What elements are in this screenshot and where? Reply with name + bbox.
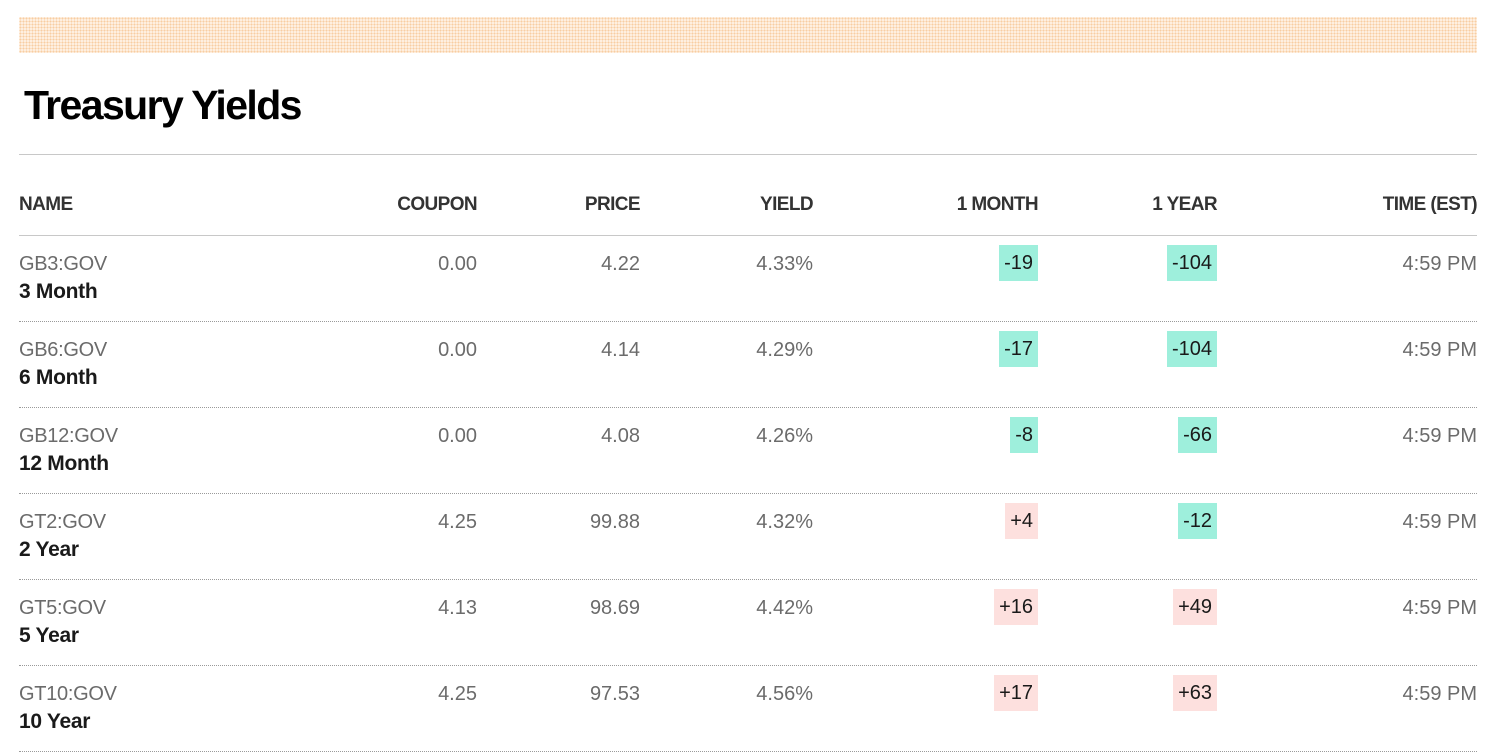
ticker-link[interactable]: GT2:GOV [19,511,106,533]
column-header-1-month[interactable]: 1 MONTH [956,194,1039,215]
page-title: Treasury Yields [24,82,302,128]
one-year-change-badge: -104 [1166,331,1217,367]
one-year-change-badge: +49 [1173,589,1217,625]
one-month-change-cell: +17 [994,675,1038,711]
yield-value: 4.26% [756,425,813,447]
one-year-change-badge: -66 [1178,417,1217,453]
decorative-dot-banner [19,17,1477,53]
one-year-change-cell: -104 [1166,245,1217,281]
yield-value: 4.42% [756,597,813,619]
one-month-change-badge: +4 [1005,503,1038,539]
one-month-change-cell: -8 [1010,417,1038,453]
column-header-coupon[interactable]: COUPON [397,194,477,215]
decorative-dot-banner-fill [19,17,1477,53]
coupon-value: 4.25 [438,683,477,705]
term-label: 12 Month [19,452,109,475]
one-year-change-cell: +63 [1173,675,1217,711]
one-month-change-badge: -19 [999,245,1038,281]
time-value: 4:59 PM [1402,683,1477,705]
table-row: GT10:GOV 10 Year 4.25 97.53 4.56% +17 +63 4:59 … [19,666,1477,752]
price-value: 4.08 [601,425,640,447]
term-label: 6 Month [19,366,98,389]
ticker-link[interactable]: GB3:GOV [19,253,107,275]
ticker-link[interactable]: GT5:GOV [19,597,106,619]
one-month-change-badge: +17 [994,675,1038,711]
column-header-yield[interactable]: YIELD [760,194,814,215]
one-month-change-badge: -8 [1010,417,1038,453]
one-year-change-cell: -66 [1178,417,1217,453]
ticker-link[interactable]: GB12:GOV [19,425,118,447]
price-value: 4.22 [601,253,640,275]
time-value: 4:59 PM [1402,597,1477,619]
ticker-link[interactable]: GT10:GOV [19,683,117,705]
yield-value: 4.33% [756,253,813,275]
one-year-change-cell: -12 [1178,503,1217,539]
one-year-change-cell: +49 [1173,589,1217,625]
one-year-change-cell: -104 [1166,331,1217,367]
table-row: GT5:GOV 5 Year 4.13 98.69 4.42% +16 +49 4:59 PM [19,580,1477,666]
column-header-1-year[interactable]: 1 YEAR [1152,194,1217,215]
table-row: GB3:GOV 3 Month 0.00 4.22 4.33% -19 -104 4:59 P… [19,236,1477,322]
term-label: 2 Year [19,538,79,561]
term-label: 5 Year [19,624,79,647]
price-value: 4.14 [601,339,640,361]
price-value: 99.88 [589,511,640,533]
yield-value: 4.29% [756,339,813,361]
column-header-time[interactable]: TIME (EST) [1382,194,1478,215]
coupon-value: 4.13 [438,597,477,619]
coupon-value: 0.00 [438,339,477,361]
time-value: 4:59 PM [1402,339,1477,361]
one-month-change-badge: -17 [999,331,1038,367]
ticker-link[interactable]: GB6:GOV [19,339,107,361]
one-month-change-cell: -17 [999,331,1038,367]
treasury-yields-table: NAME COUPON PRICE YIELD 1 MONTH 1 YEAR T… [19,176,1478,752]
yield-value: 4.56% [756,683,813,705]
coupon-value: 0.00 [438,253,477,275]
column-header-price[interactable]: PRICE [584,194,641,215]
column-header-name[interactable]: NAME [19,194,73,215]
time-value: 4:59 PM [1402,425,1477,447]
coupon-value: 0.00 [438,425,477,447]
one-year-change-badge: -12 [1178,503,1217,539]
one-year-change-badge: -104 [1166,245,1217,281]
table-row: GB6:GOV 6 Month 0.00 4.14 4.29% -17 -104 4:59 P… [19,322,1477,408]
table-row: GB12:GOV 12 Month 0.00 4.08 4.26% -8 -66 4:59 P… [19,408,1477,494]
one-year-change-badge: +63 [1173,675,1217,711]
one-month-change-cell: +4 [1005,503,1038,539]
title-divider [19,154,1477,155]
term-label: 10 Year [19,710,91,733]
time-value: 4:59 PM [1402,253,1477,275]
term-label: 3 Month [19,280,98,303]
time-value: 4:59 PM [1402,511,1477,533]
price-value: 98.69 [589,597,640,619]
price-value: 97.53 [589,683,640,705]
yield-value: 4.32% [756,511,813,533]
coupon-value: 4.25 [438,511,477,533]
one-month-change-cell: -19 [999,245,1038,281]
table-row: GT2:GOV 2 Year 4.25 99.88 4.32% +4 -12 4:59 PM [19,494,1477,580]
one-month-change-cell: +16 [994,589,1038,625]
one-month-change-badge: +16 [994,589,1038,625]
table-header-row: NAME COUPON PRICE YIELD 1 MONTH 1 YEAR T… [19,176,1478,236]
table-body: GB3:GOV 3 Month 0.00 4.22 4.33% -19 -104 4:59 P… [19,236,1477,752]
